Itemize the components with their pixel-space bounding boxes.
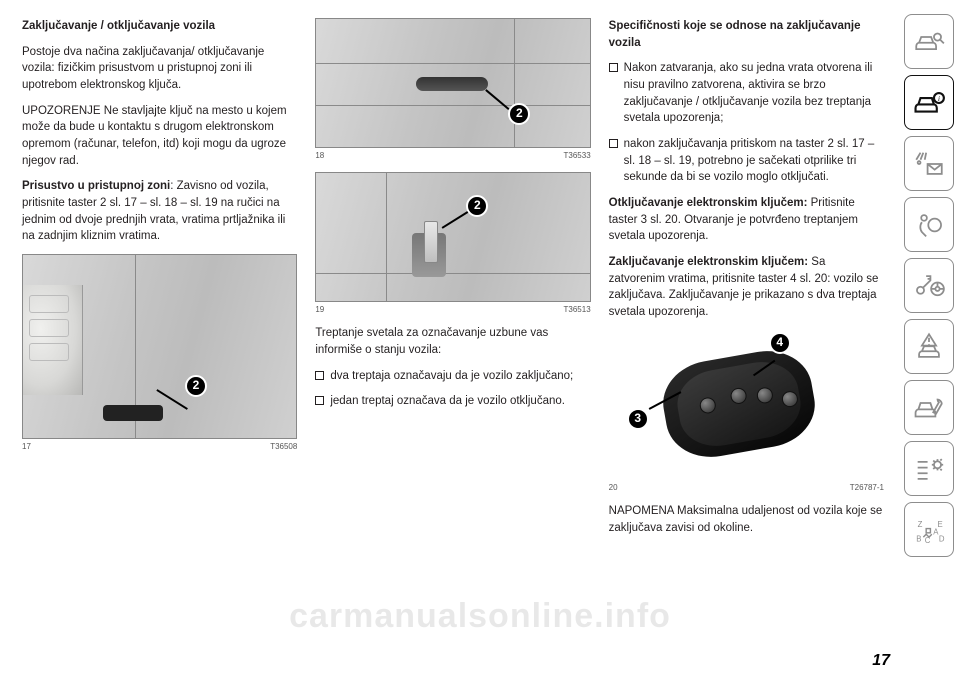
- bullet-wait-3s-text: nakon zaključavanja pritiskom na taster …: [624, 136, 884, 186]
- tab-light-mail[interactable]: [904, 136, 954, 191]
- tab-car-search[interactable]: [904, 14, 954, 69]
- lead-unlock-ekey: Otključavanje elektronskim ključem:: [609, 197, 808, 209]
- car-search-icon: [912, 25, 946, 59]
- diagnostic-icon: Z E B D C A: [912, 513, 946, 547]
- svg-text:B: B: [916, 534, 921, 543]
- figure-18-number: 18: [315, 150, 324, 162]
- para-unlock-ekey: Otključavanje elektronskim ključem: Prit…: [609, 195, 884, 245]
- figure-19-code: T36513: [564, 304, 591, 316]
- door-handle: [103, 405, 163, 421]
- tab-car-service[interactable]: [904, 380, 954, 435]
- figure-19-caption: 19 T36513: [315, 304, 590, 316]
- bullet-two-blinks: dva treptaja označavaju da je vozilo zak…: [315, 368, 590, 385]
- callout-2: 2: [466, 195, 488, 217]
- svg-text:i: i: [938, 93, 940, 102]
- page: Zaključavanje / otključavanje vozila Pos…: [0, 0, 960, 678]
- bullet-two-blinks-text: dva treptaja označavaju da je vozilo zak…: [330, 368, 573, 385]
- tab-diagnostic[interactable]: Z E B D C A: [904, 502, 954, 557]
- lead-access-zone: Prisustvo u pristupnoj zoni: [22, 180, 170, 192]
- bullet-one-blink: jedan treptaj označava da je vozilo otkl…: [315, 393, 590, 410]
- figure-20-number: 20: [609, 482, 618, 494]
- tab-car-info[interactable]: i: [904, 75, 954, 130]
- svg-text:Z: Z: [918, 520, 923, 529]
- para-lock-methods: Postoje dva načina zaključavanja/ otklju…: [22, 44, 297, 94]
- figure-17-number: 17: [22, 441, 31, 453]
- callout-3: 3: [627, 408, 649, 430]
- figure-17-code: T36508: [270, 441, 297, 453]
- figure-19: 2: [315, 172, 590, 302]
- key-button-right: [780, 390, 799, 409]
- key-button-mid1: [729, 386, 748, 405]
- tail-light: [23, 285, 83, 395]
- list-gear-icon: [912, 452, 946, 486]
- content-area: Zaključavanje / otključavanje vozila Pos…: [0, 0, 898, 678]
- column-1: Zaključavanje / otključavanje vozila Pos…: [22, 18, 297, 668]
- para-access-zone: Prisustvo u pristupnoj zoni: Zavisno od …: [22, 178, 297, 245]
- figure-20-code: T26787-1: [850, 482, 884, 494]
- figure-20: 3 4: [609, 330, 884, 480]
- svg-text:A: A: [933, 527, 939, 536]
- callout-2: 2: [185, 375, 207, 397]
- heading-lock-unlock: Zaključavanje / otključavanje vozila: [22, 18, 297, 35]
- key-fob: [656, 343, 820, 464]
- tab-airbag[interactable]: [904, 197, 954, 252]
- bullet-one-blink-text: jedan treptaj označava da je vozilo otkl…: [330, 393, 565, 410]
- tab-key-wheel[interactable]: [904, 258, 954, 313]
- car-info-icon: i: [912, 86, 946, 120]
- figure-18: 2: [315, 18, 590, 148]
- car-service-icon: [912, 391, 946, 425]
- key-wheel-icon: [912, 269, 946, 303]
- airbag-icon: [912, 208, 946, 242]
- door-handle: [416, 77, 488, 91]
- figure-20-caption: 20 T26787-1: [609, 482, 884, 494]
- figure-18-caption: 18 T36533: [315, 150, 590, 162]
- svg-text:D: D: [939, 534, 945, 543]
- figure-19-number: 19: [315, 304, 324, 316]
- handle-bar: [424, 221, 438, 263]
- para-blink-status: Treptanje svetala za označavanje uzbune …: [315, 325, 590, 358]
- figure-17-caption: 17 T36508: [22, 441, 297, 453]
- light-mail-icon: [912, 147, 946, 181]
- para-warning-key: UPOZORENJE Ne stavljajte ključ na mesto …: [22, 103, 297, 170]
- column-3: Specifičnosti koje se odnose na zaključa…: [609, 18, 884, 668]
- para-lock-ekey: Zaključavanje elektronskim ključem: Sa z…: [609, 254, 884, 321]
- lead-lock-ekey: Zaključavanje elektronskim ključem:: [609, 256, 808, 268]
- car-warning-icon: [912, 330, 946, 364]
- bullet-icon: [609, 63, 618, 72]
- callout-4: 4: [769, 332, 791, 354]
- bullet-icon: [315, 371, 324, 380]
- tab-car-warning[interactable]: [904, 319, 954, 374]
- page-number: 17: [872, 652, 890, 670]
- key-fob-inner: [672, 356, 805, 452]
- key-button-left: [698, 396, 717, 415]
- figure-17: 2: [22, 254, 297, 439]
- key-button-mid2: [755, 386, 774, 405]
- bullet-icon: [315, 396, 324, 405]
- bullet-icon: [609, 139, 618, 148]
- bullet-wait-3s: nakon zaključavanja pritiskom na taster …: [609, 136, 884, 186]
- tab-list-gear[interactable]: [904, 441, 954, 496]
- bullet-door-open: Nakon zatvaranja, ako su jedna vrata otv…: [609, 60, 884, 127]
- column-2: 2 18 T36533 2 19 T36513 Treptanje svetal…: [315, 18, 590, 668]
- section-tabs-sidebar: i: [898, 0, 960, 678]
- bullet-door-open-text: Nakon zatvaranja, ako su jedna vrata otv…: [624, 60, 884, 127]
- figure-18-code: T36533: [564, 150, 591, 162]
- para-note-distance: NAPOMENA Maksimalna udaljenost od vozila…: [609, 503, 884, 536]
- figure-19-bg: [316, 173, 589, 301]
- heading-specifics: Specifičnosti koje se odnose na zaključa…: [609, 18, 884, 51]
